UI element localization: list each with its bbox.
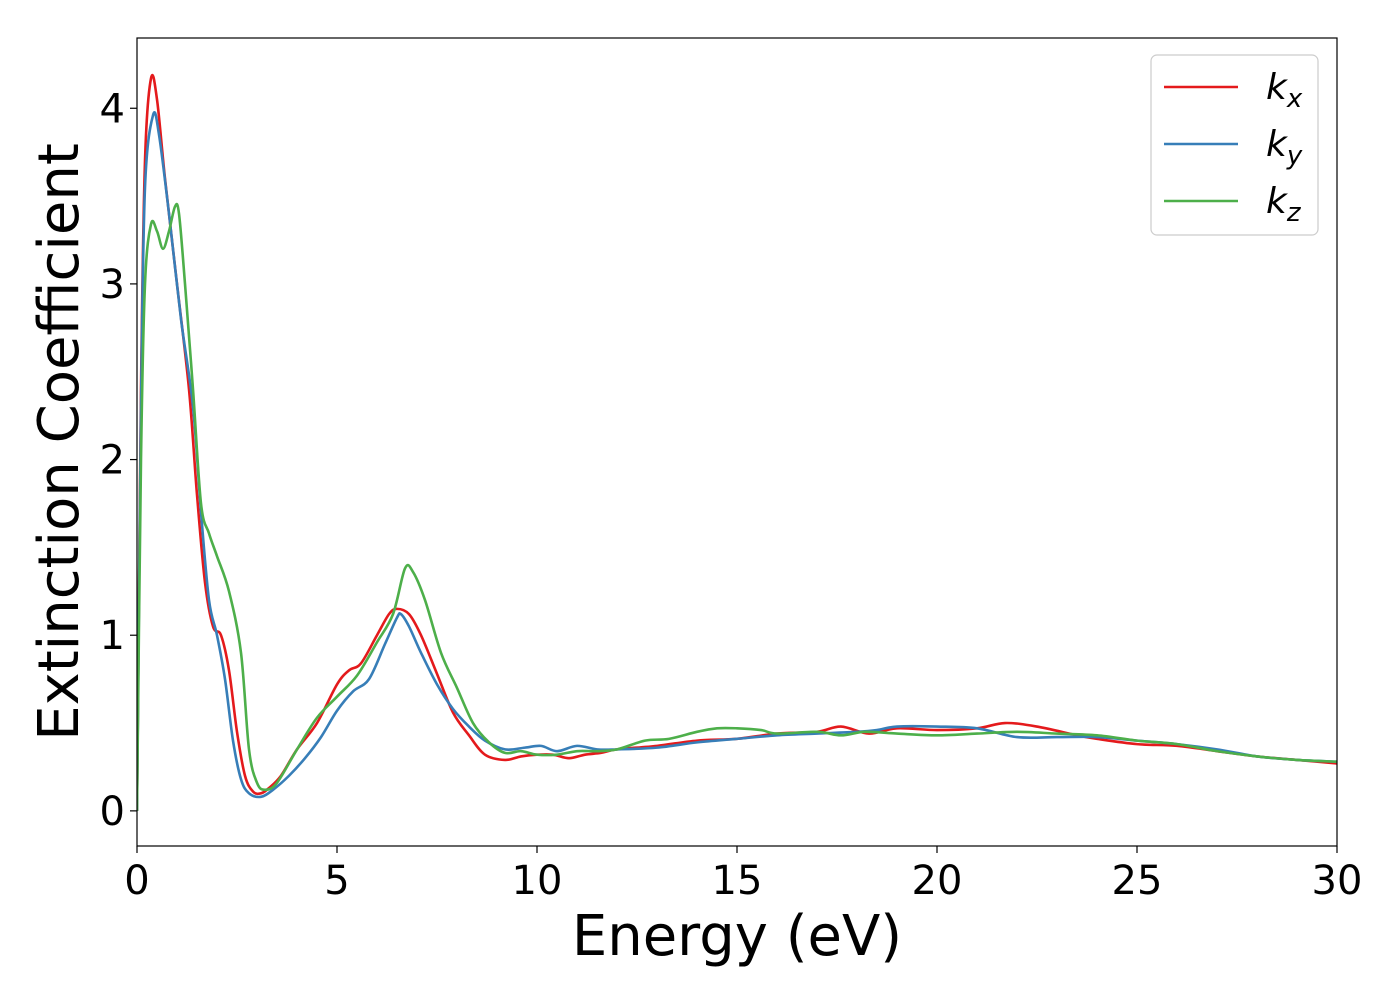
x-tick-label: 20 [912, 858, 963, 904]
y-tick-label: 2 [100, 438, 125, 484]
y-tick-label: 4 [100, 86, 125, 132]
x-tick-label: 10 [512, 858, 563, 904]
legend: kx ky kz [1150, 54, 1319, 236]
y-axis-title: Extinction Coefficient [27, 143, 92, 741]
x-axis-title: Energy (eV) [572, 904, 902, 969]
x-tick-label: 15 [712, 858, 763, 904]
legend-label-k-z: kz [1266, 181, 1302, 228]
series-line-k-x [137, 73, 1337, 811]
x-axis: 0 5 10 15 20 25 30 [124, 846, 1362, 904]
x-tick-label: 5 [324, 858, 349, 904]
y-axis: 0 1 2 3 4 [100, 86, 137, 835]
series-line-k-z [137, 202, 1337, 811]
legend-label-k-y: ky [1266, 124, 1303, 171]
y-tick-label: 0 [100, 789, 125, 835]
x-tick-label: 25 [1112, 858, 1163, 904]
x-tick-label: 0 [124, 858, 149, 904]
legend-label-k-x: kx [1266, 67, 1303, 114]
series-layer [137, 73, 1337, 811]
x-tick-label: 30 [1312, 858, 1363, 904]
y-tick-label: 1 [100, 613, 125, 659]
y-tick-label: 3 [100, 262, 125, 308]
